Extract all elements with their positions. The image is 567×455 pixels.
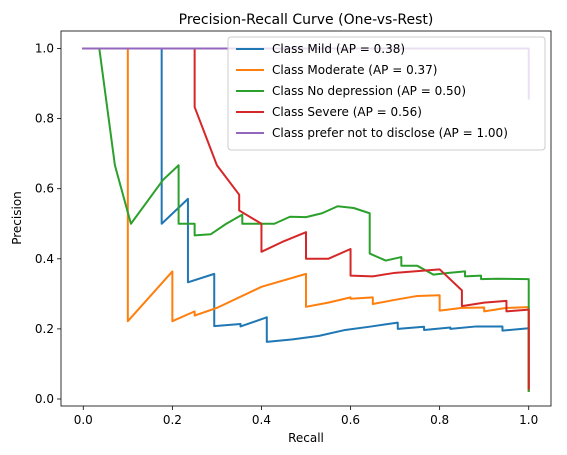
y-axis-ticks: 0.0 0.2 0.4 0.6 0.8 1.0 [35,42,61,406]
x-tick-label: 0.6 [341,413,360,427]
x-tick-label: 0.0 [74,413,93,427]
legend-entry-4: Class prefer not to disclose (AP = 1.00) [272,126,508,140]
series-line-3 [82,47,530,390]
legend: Class Mild (AP = 0.38) Class Moderate (AP… [227,36,546,151]
x-tick-label: 0.8 [430,413,449,427]
legend-entry-1: Class Moderate (AP = 0.37) [272,63,437,77]
x-axis-label: Recall [288,431,324,445]
plot-frame [60,30,552,407]
legend-entry-0: Class Mild (AP = 0.38) [272,42,405,56]
x-tick-label: 0.4 [252,413,271,427]
legend-box [227,36,546,151]
y-tick-label: 0.6 [35,182,54,196]
y-tick-label: 1.0 [35,42,54,56]
y-tick-label: 0.0 [35,392,54,406]
x-tick-label: 1.0 [519,413,538,427]
series-line-2 [82,47,530,392]
y-tick-label: 0.2 [35,322,54,336]
y-axis-label: Precision [10,191,24,245]
plot-lines-group [82,47,530,392]
series-line-0 [82,47,530,392]
series-line-1 [82,47,530,392]
legend-entry-3: Class Severe (AP = 0.56) [272,105,422,119]
x-tick-label: 0.2 [163,413,182,427]
chart-title: Precision-Recall Curve (One-vs-Rest) [179,12,434,28]
x-axis-ticks: 0.0 0.2 0.4 0.6 0.8 1.0 [74,406,538,427]
legend-entry-2: Class No depression (AP = 0.50) [272,84,466,98]
y-tick-label: 0.8 [35,112,54,126]
y-tick-label: 0.4 [35,252,54,266]
